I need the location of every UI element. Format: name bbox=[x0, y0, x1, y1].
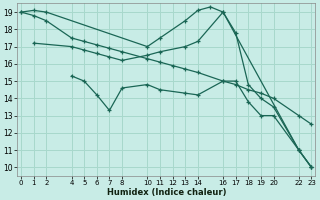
X-axis label: Humidex (Indice chaleur): Humidex (Indice chaleur) bbox=[107, 188, 226, 197]
